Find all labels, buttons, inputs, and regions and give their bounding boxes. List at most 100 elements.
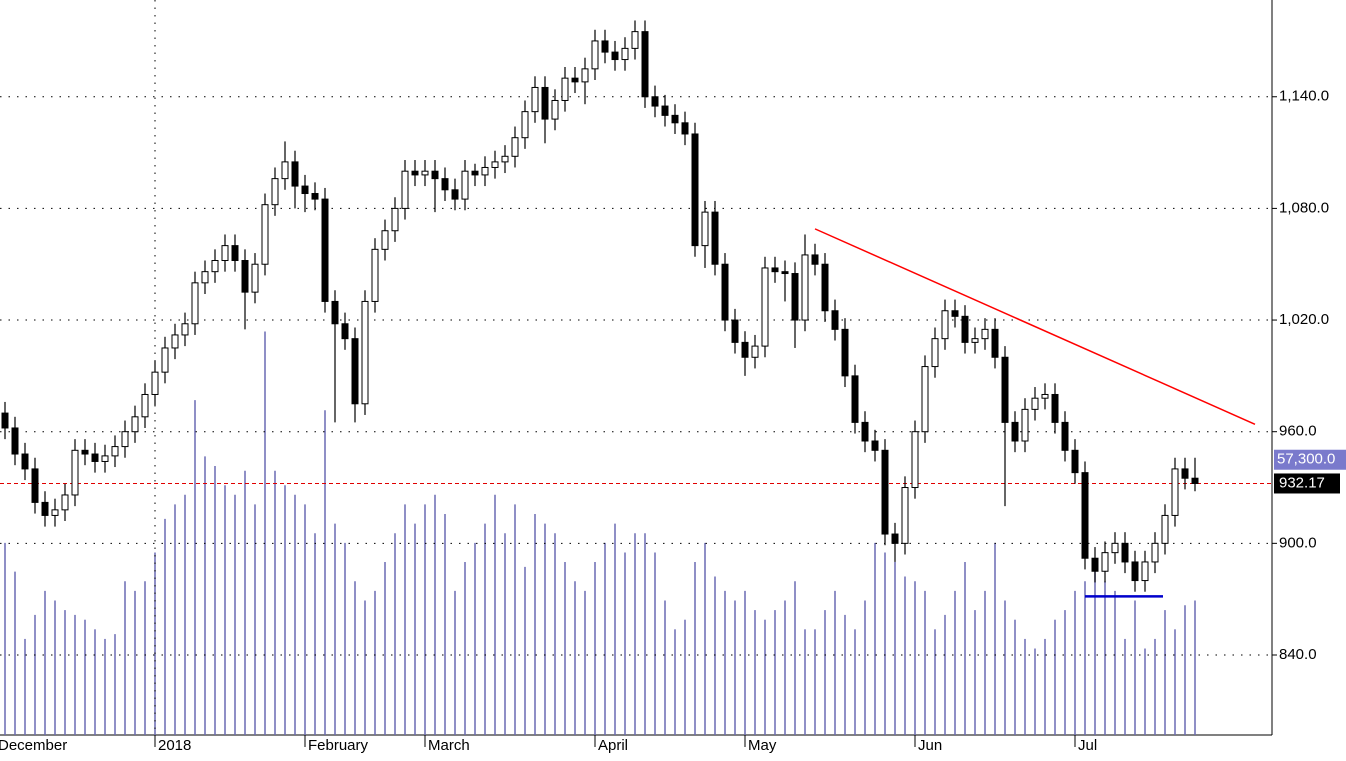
candle-body xyxy=(541,86,549,120)
candle-body xyxy=(131,416,139,433)
candle-body xyxy=(921,366,929,433)
candle-body xyxy=(951,310,959,317)
candle-body xyxy=(721,263,729,321)
candle-body xyxy=(1031,397,1039,410)
candle-body xyxy=(1041,393,1049,399)
candle-body xyxy=(1171,468,1179,516)
candle-body xyxy=(11,427,19,455)
candle-body xyxy=(681,122,689,135)
candle-body xyxy=(471,170,479,176)
candle-body xyxy=(1,412,9,429)
candle-body xyxy=(1141,561,1149,582)
x-tick-label: May xyxy=(748,737,777,754)
candle-body xyxy=(761,267,769,347)
candle-body xyxy=(991,328,999,358)
candle-body xyxy=(421,170,429,176)
candle-body xyxy=(631,31,639,49)
candle-body xyxy=(121,431,129,448)
candle-body xyxy=(41,501,49,516)
candle-body xyxy=(791,273,799,321)
candle-body xyxy=(371,248,379,302)
candle-body xyxy=(901,487,909,544)
candle-body xyxy=(741,341,749,358)
candle-body xyxy=(1021,408,1029,442)
candle-body xyxy=(401,170,409,209)
candle-body xyxy=(771,267,779,273)
volume-marker-label: 57,300.0 xyxy=(1277,451,1335,468)
candle-body xyxy=(1151,542,1159,563)
candle-body xyxy=(301,185,309,195)
candle-body xyxy=(1191,477,1199,484)
candle-body xyxy=(581,68,589,83)
candle-body xyxy=(911,431,919,489)
candle-body xyxy=(111,446,119,457)
trendline xyxy=(814,228,1256,425)
candle-body xyxy=(211,260,219,273)
candle-body xyxy=(61,494,69,511)
candle-body xyxy=(891,533,899,544)
candle-body xyxy=(221,245,229,262)
candle-body xyxy=(751,345,759,358)
y-tick-label: 900.0 xyxy=(1279,534,1317,551)
candle-body xyxy=(491,161,499,168)
candle-body xyxy=(871,440,879,451)
candle-body xyxy=(691,133,699,247)
candle-body xyxy=(271,178,279,206)
candle-body xyxy=(1101,552,1109,572)
candle-body xyxy=(851,375,859,423)
candle-body xyxy=(101,455,109,462)
candle-body xyxy=(191,282,199,325)
candle-body xyxy=(1111,542,1119,554)
candle-body xyxy=(981,328,989,340)
candle-body xyxy=(181,323,189,336)
x-tick-label: December xyxy=(0,737,67,754)
candle-body xyxy=(621,47,629,61)
last-price-box xyxy=(1274,473,1340,494)
candle-body xyxy=(701,211,709,247)
candle-body xyxy=(51,509,59,516)
candle-body xyxy=(521,111,529,139)
candle-body xyxy=(801,254,809,321)
candle-body xyxy=(21,453,29,470)
candle-body xyxy=(281,161,289,180)
y-tick-label: 1,020.0 xyxy=(1279,311,1329,328)
candle-body xyxy=(161,347,169,373)
candle-body xyxy=(941,310,949,340)
candle-body xyxy=(251,263,259,293)
candle-body xyxy=(411,170,419,176)
candle-body xyxy=(1181,468,1189,479)
candle-body xyxy=(461,170,469,200)
candle-body xyxy=(1061,421,1069,451)
candle-body xyxy=(821,263,829,312)
candle-body xyxy=(451,189,459,200)
candle-body xyxy=(241,260,249,293)
candle-body xyxy=(1081,472,1089,559)
candle-body xyxy=(1051,393,1059,423)
candle-body xyxy=(731,319,739,343)
candle-body xyxy=(81,449,89,455)
candle-body xyxy=(501,155,509,163)
candle-body xyxy=(381,230,389,250)
candle-body xyxy=(961,315,969,343)
candle-body xyxy=(441,178,449,191)
x-tick-label: March xyxy=(428,737,470,754)
candle-body xyxy=(321,198,329,302)
volume-marker-box xyxy=(1274,449,1346,470)
candle-body xyxy=(571,77,579,83)
candle-body xyxy=(171,334,179,349)
candle-body xyxy=(351,338,359,405)
candle-body xyxy=(881,449,889,535)
candle-body xyxy=(231,245,239,262)
candle-body xyxy=(31,468,39,503)
candle-body xyxy=(841,328,849,377)
candle-body xyxy=(811,254,819,265)
candle-body xyxy=(531,86,539,113)
candle-body xyxy=(391,207,399,232)
candle-body xyxy=(1131,561,1139,582)
x-tick-label: Jun xyxy=(918,737,942,754)
candle-body xyxy=(711,211,719,265)
candle-body xyxy=(781,271,789,275)
candle-body xyxy=(671,114,679,124)
candle-body xyxy=(1001,356,1009,423)
